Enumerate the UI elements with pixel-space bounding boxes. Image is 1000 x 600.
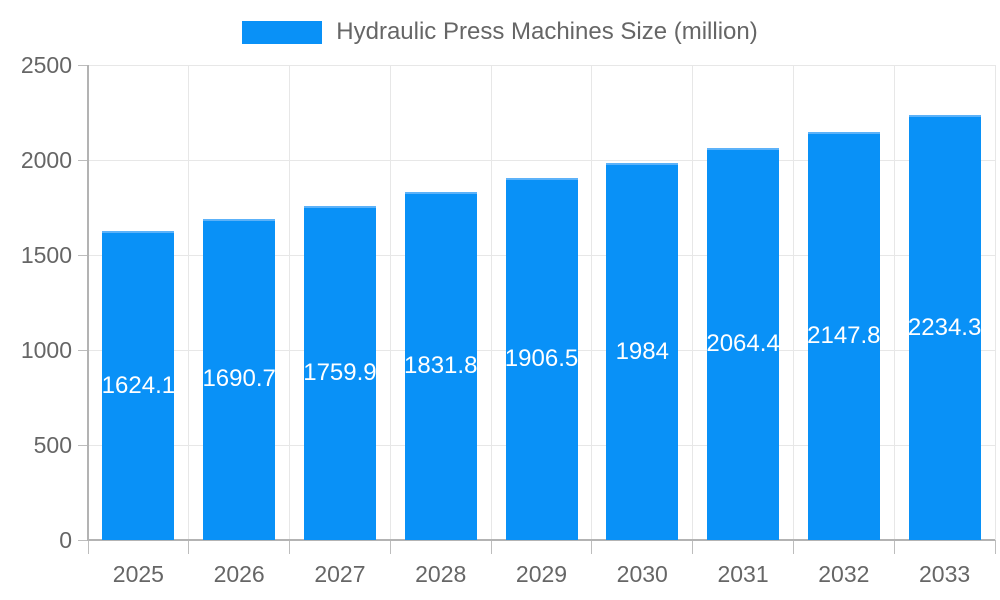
x-tick [692,540,694,554]
gridline-horizontal [88,64,995,66]
x-tick [289,540,291,554]
bar[interactable] [303,205,376,540]
x-tick [792,540,794,554]
x-tick-label: 2028 [415,561,467,587]
x-tick-label: 2031 [717,561,769,587]
legend[interactable]: Hydraulic Press Machines Size (million) [0,17,1000,47]
legend-label: Hydraulic Press Machines Size (million) [336,18,758,45]
x-tick [490,540,492,554]
y-tick-label: 1000 [20,337,72,363]
x-tick-label: 2033 [919,561,971,587]
legend-swatch [242,20,323,44]
gridline-vertical [289,65,291,540]
y-tick-label: 500 [33,432,72,458]
x-tick-label: 2032 [818,561,870,587]
gridline-vertical [792,65,794,540]
y-tick [78,254,88,256]
gridline-horizontal [88,159,995,161]
gridline-vertical [188,65,190,540]
x-tick [389,540,391,554]
x-tick-label: 2029 [515,561,568,587]
gridline-vertical [994,65,996,540]
x-tick [893,540,895,554]
y-tick [78,539,88,541]
bar[interactable] [707,147,780,540]
y-tick-label: 0 [59,527,72,553]
y-tick-label: 1500 [20,242,72,268]
bar[interactable] [203,218,276,540]
bar[interactable] [505,177,578,540]
x-tick-label: 2030 [616,561,668,587]
x-tick [87,540,89,554]
x-tick-label: 2025 [112,561,164,587]
gridline-vertical [490,65,492,540]
y-axis-line [87,65,89,541]
x-tick [994,540,996,554]
bar[interactable] [102,231,175,540]
x-tick [188,540,190,554]
x-tick-label: 2027 [314,561,366,587]
gridline-vertical [692,65,694,540]
y-tick-label: 2000 [20,147,72,173]
x-tick [591,540,593,554]
y-tick [78,444,88,446]
bar[interactable] [606,163,679,540]
bar[interactable] [807,131,880,540]
gridline-vertical [389,65,391,540]
y-tick [78,349,88,351]
y-tick-label: 2500 [20,52,72,78]
y-tick [78,159,88,161]
y-tick [78,64,88,66]
gridline-vertical [893,65,895,540]
bar[interactable] [404,191,477,540]
bar[interactable] [908,115,981,540]
gridline-vertical [591,65,593,540]
x-axis-line [88,539,995,541]
x-tick-label: 2026 [213,561,265,587]
